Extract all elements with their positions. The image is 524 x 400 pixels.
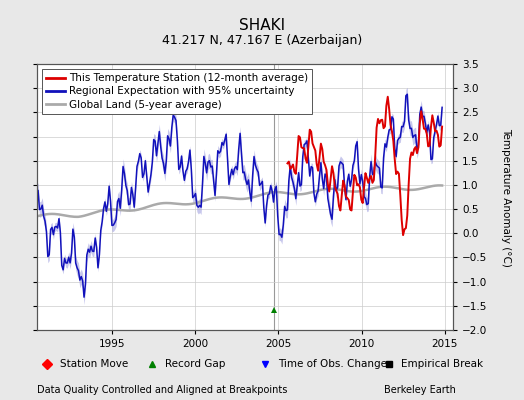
Text: Record Gap: Record Gap xyxy=(165,359,225,369)
Text: Empirical Break: Empirical Break xyxy=(401,359,484,369)
Text: Time of Obs. Change: Time of Obs. Change xyxy=(278,359,387,369)
Text: Data Quality Controlled and Aligned at Breakpoints: Data Quality Controlled and Aligned at B… xyxy=(37,385,287,395)
Text: 41.217 N, 47.167 E (Azerbaijan): 41.217 N, 47.167 E (Azerbaijan) xyxy=(162,34,362,47)
Text: Station Move: Station Move xyxy=(60,359,128,369)
Y-axis label: Temperature Anomaly (°C): Temperature Anomaly (°C) xyxy=(501,128,511,266)
Legend: This Temperature Station (12-month average), Regional Expectation with 95% uncer: This Temperature Station (12-month avera… xyxy=(42,69,312,114)
Text: SHAKI: SHAKI xyxy=(239,18,285,33)
Text: Berkeley Earth: Berkeley Earth xyxy=(384,385,456,395)
